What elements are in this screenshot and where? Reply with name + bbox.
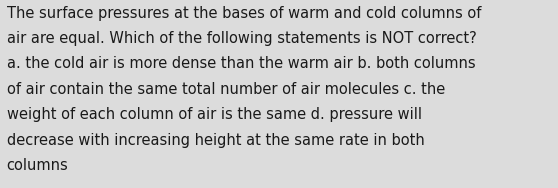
Text: a. the cold air is more dense than the warm air b. both columns: a. the cold air is more dense than the w… (7, 56, 475, 71)
Text: air are equal. Which of the following statements is NOT correct?: air are equal. Which of the following st… (7, 31, 477, 46)
Text: decrease with increasing height at the same rate in both: decrease with increasing height at the s… (7, 133, 425, 148)
Text: weight of each column of air is the same d. pressure will: weight of each column of air is the same… (7, 107, 422, 122)
Text: of air contain the same total number of air molecules c. the: of air contain the same total number of … (7, 82, 445, 97)
Text: The surface pressures at the bases of warm and cold columns of: The surface pressures at the bases of wa… (7, 6, 481, 21)
Text: columns: columns (7, 158, 69, 173)
